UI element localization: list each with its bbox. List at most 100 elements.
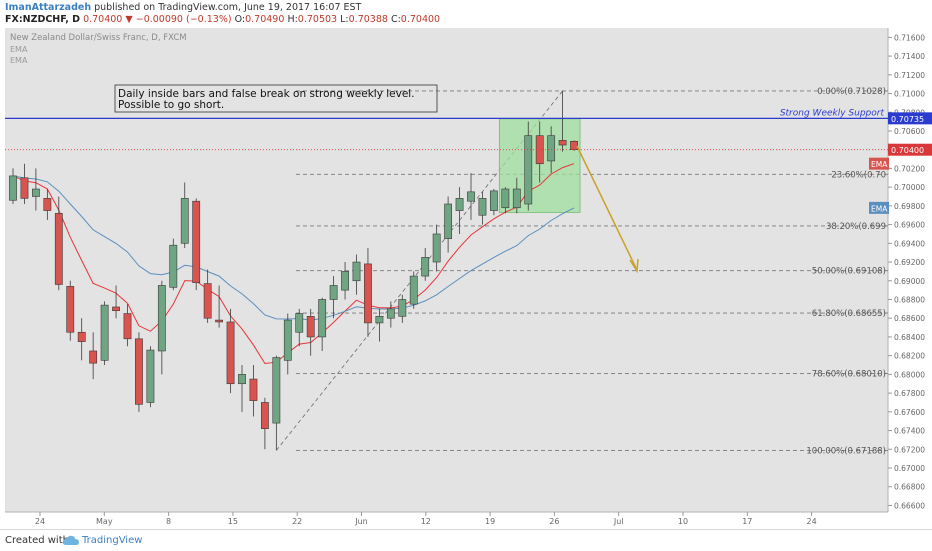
candle-body [112, 306, 120, 312]
candle-body [31, 188, 40, 197]
candle-body [375, 316, 384, 324]
tradingview-brand[interactable]: TradingView [82, 535, 143, 546]
last-price-tag [888, 143, 932, 156]
candle [54, 196, 63, 291]
candle-body [352, 261, 361, 282]
candle [180, 182, 189, 248]
open-value: 0.70490 [245, 14, 285, 25]
candle [306, 308, 315, 356]
low-value: 0.70388 [348, 14, 388, 25]
x-tick-label: May [96, 517, 113, 526]
candle-body [203, 283, 212, 319]
candle-body [20, 177, 29, 199]
ema-fast-line [12, 163, 575, 365]
candle-body [192, 200, 201, 283]
y-tick-label: 0.67600 [894, 408, 925, 417]
short-arrow-line [576, 145, 637, 269]
candle [570, 140, 578, 151]
author-name[interactable]: ImanAttarzadeh [5, 2, 92, 13]
candle [272, 355, 281, 451]
fib-level-label: 0.00%(0.71028) [817, 87, 886, 97]
candle-body [478, 198, 487, 216]
candle-body [66, 286, 75, 333]
high-value: 0.70503 [297, 14, 338, 25]
candle [489, 189, 498, 216]
candle-body [386, 308, 395, 319]
created-with-text: Created with [5, 535, 69, 546]
candle [135, 332, 143, 412]
candle-body [444, 203, 452, 239]
fib-level-label: 61.80%(0.68655) [812, 309, 886, 319]
candle-body [432, 233, 441, 263]
x-tick-label: 26 [549, 517, 559, 526]
plot-background [5, 28, 888, 512]
last-price-label: 0.70400 [891, 146, 924, 155]
candle-body [421, 257, 430, 277]
y-tick-label: 0.68400 [894, 333, 925, 342]
candle [352, 254, 361, 295]
annotation-box [114, 84, 438, 113]
candle-body [283, 319, 292, 361]
x-tick-label: Jun [354, 517, 368, 526]
candle-body [467, 191, 475, 202]
y-tick-label: 0.68000 [894, 370, 925, 379]
candle [66, 280, 75, 341]
high-label: H: [287, 14, 298, 25]
price-chart[interactable]: 0.716000.714000.712000.710000.708000.706… [0, 28, 932, 529]
symbol-label: FX:NZDCHF, D [5, 14, 81, 25]
open-label: O: [234, 14, 246, 25]
candle-body [547, 135, 556, 162]
y-tick-label: 0.70000 [894, 183, 925, 192]
candle-body [123, 313, 132, 340]
candle [89, 332, 98, 380]
ema-slow-line [12, 175, 575, 321]
candle [501, 187, 510, 214]
y-tick-label: 0.66600 [894, 501, 925, 510]
candle [467, 173, 475, 220]
x-tick-label: 12 [421, 517, 431, 526]
candle-body [512, 188, 521, 209]
y-tick-label: 0.70600 [894, 127, 925, 136]
y-tick-label: 0.66800 [894, 483, 925, 492]
candle-body [318, 299, 327, 338]
footer: Created with TradingView [0, 529, 932, 551]
candle [318, 297, 327, 351]
indicator-legend: EMA [10, 45, 28, 54]
annotation-line-1: Daily inside bars and false break on str… [118, 88, 415, 100]
candle [146, 346, 155, 408]
y-tick-label: 0.67000 [894, 464, 925, 473]
y-tick-label: 0.68200 [894, 352, 925, 361]
ema-axis-tag [869, 157, 889, 170]
candle [455, 187, 464, 234]
candle-body [489, 190, 498, 211]
candle [329, 276, 338, 319]
candle-body [226, 321, 235, 385]
candle-body [215, 319, 223, 323]
y-tick-label: 0.71000 [894, 90, 925, 99]
candle [226, 308, 235, 394]
candle [558, 90, 567, 152]
candle-body [398, 299, 407, 317]
price-axis-background [888, 28, 932, 529]
fib-level-label: 78.60%(0.68010) [812, 369, 886, 379]
ema-axis-tag-label: EMA [871, 160, 888, 169]
candle-body [89, 350, 98, 364]
candle [77, 318, 86, 361]
x-tick-label: 17 [742, 517, 752, 526]
close-value: 0.70400 [400, 14, 441, 25]
candle [295, 308, 304, 347]
fib-level-label: 50.00%(0.69108) [812, 267, 886, 277]
candle [512, 177, 521, 214]
candle-body [341, 271, 349, 291]
y-tick-label: 0.69800 [894, 202, 925, 211]
candle [100, 301, 109, 366]
candle [421, 248, 430, 281]
candle [192, 198, 201, 291]
candle [524, 121, 533, 211]
candle-body [238, 374, 246, 385]
support-price-label: 0.70735 [891, 115, 924, 124]
candle-body [260, 402, 269, 429]
candle-body [501, 188, 510, 209]
candle [432, 224, 441, 272]
last-price-text: 0.70400 [83, 14, 123, 25]
